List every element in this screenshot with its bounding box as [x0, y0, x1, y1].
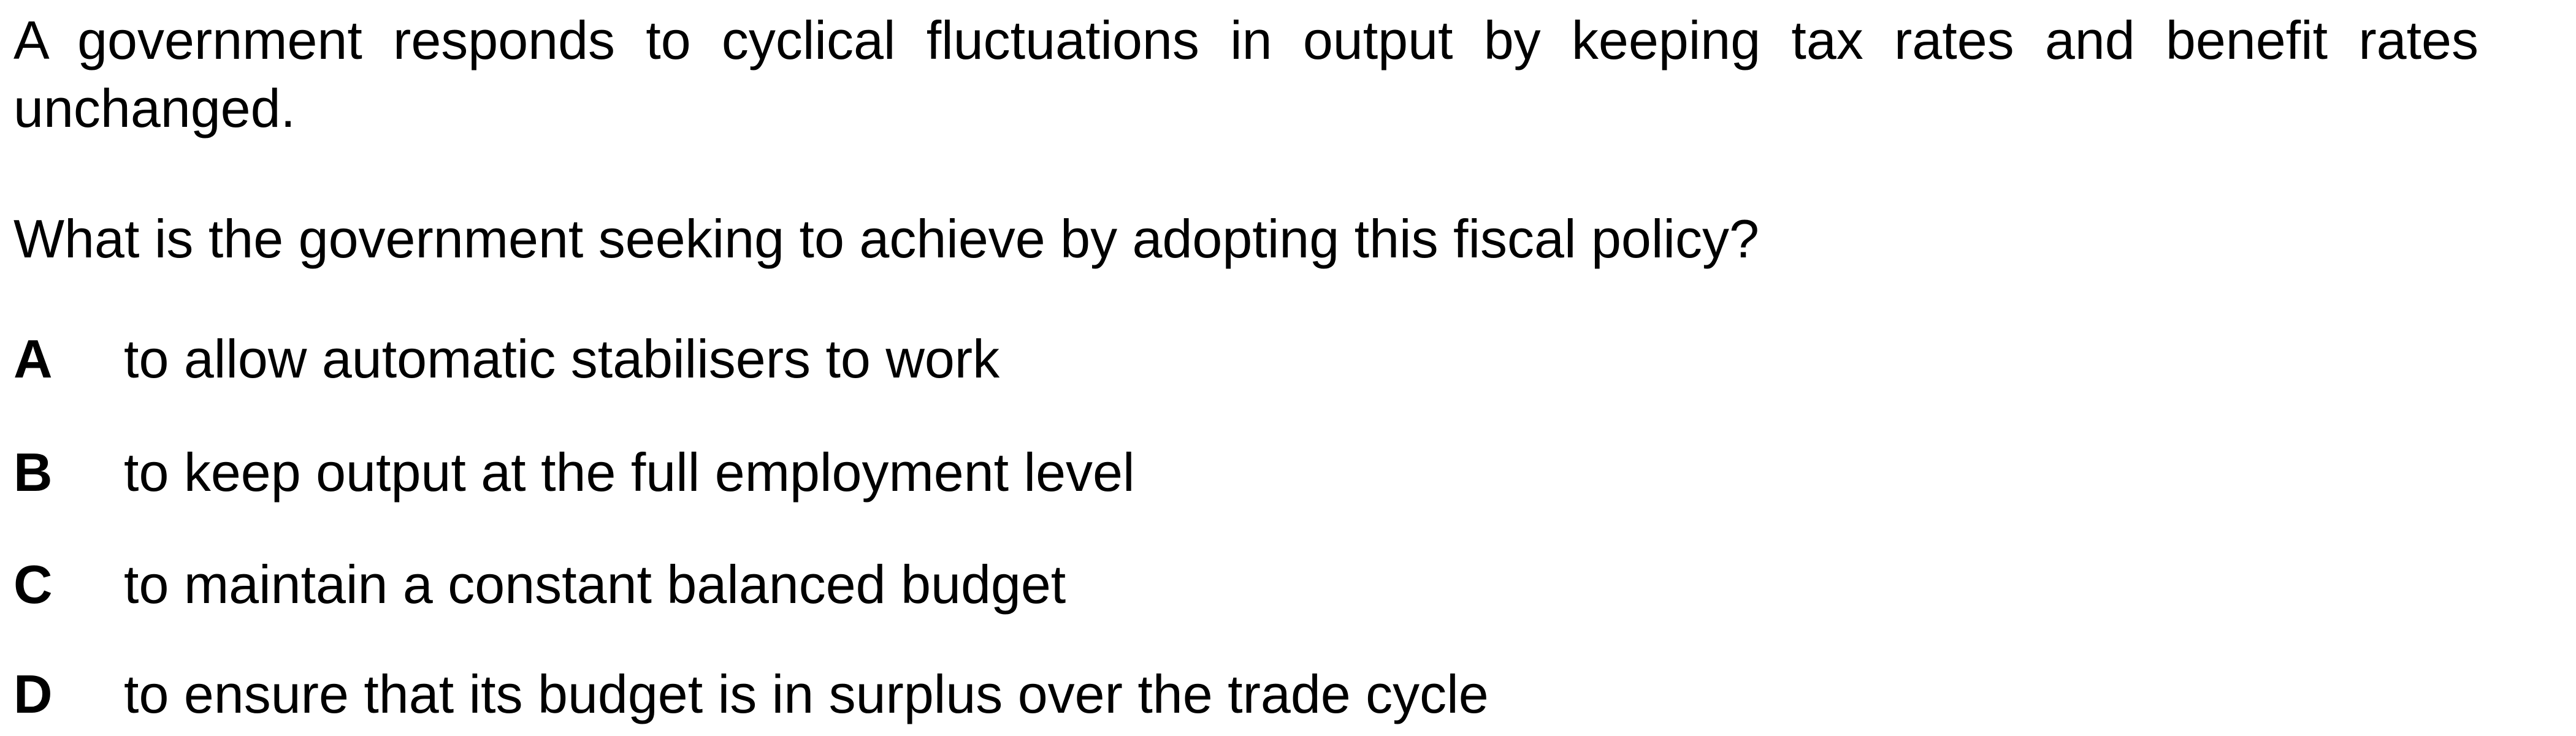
question-stem: A government responds to cyclical fluctu…: [13, 10, 2479, 138]
option-letter: D: [13, 664, 53, 724]
question-prompt: What is the government seeking to achiev…: [13, 208, 1759, 269]
option-text: to keep output at the full employment le…: [124, 442, 1135, 503]
option-text: to maintain a constant balanced budget: [124, 554, 1066, 615]
option-text: to ensure that its budget is in surplus …: [124, 664, 1489, 724]
option-text: to allow automatic stabilisers to work: [124, 328, 1000, 389]
option-letter: B: [13, 442, 53, 503]
option-letter: A: [13, 328, 53, 389]
option-letter: C: [13, 554, 53, 615]
